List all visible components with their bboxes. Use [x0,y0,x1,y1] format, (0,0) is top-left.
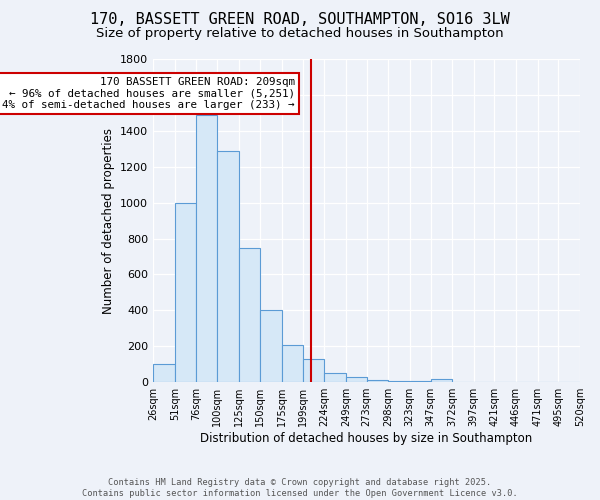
Bar [260,310,282,382]
Bar [153,364,175,382]
Bar [431,378,452,382]
Bar [324,373,346,382]
Bar [175,202,196,382]
Bar [217,150,239,382]
Bar [302,359,324,382]
Text: 170 BASSETT GREEN ROAD: 209sqm
← 96% of detached houses are smaller (5,251)
4% o: 170 BASSETT GREEN ROAD: 209sqm ← 96% of … [2,77,295,110]
Bar [367,380,388,382]
Text: Size of property relative to detached houses in Southampton: Size of property relative to detached ho… [96,28,504,40]
Text: Contains HM Land Registry data © Crown copyright and database right 2025.
Contai: Contains HM Land Registry data © Crown c… [82,478,518,498]
Bar [196,114,217,382]
Bar [239,248,260,382]
Bar [282,344,302,382]
Text: 170, BASSETT GREEN ROAD, SOUTHAMPTON, SO16 3LW: 170, BASSETT GREEN ROAD, SOUTHAMPTON, SO… [90,12,510,28]
Y-axis label: Number of detached properties: Number of detached properties [101,128,115,314]
X-axis label: Distribution of detached houses by size in Southampton: Distribution of detached houses by size … [200,432,533,445]
Bar [346,377,367,382]
